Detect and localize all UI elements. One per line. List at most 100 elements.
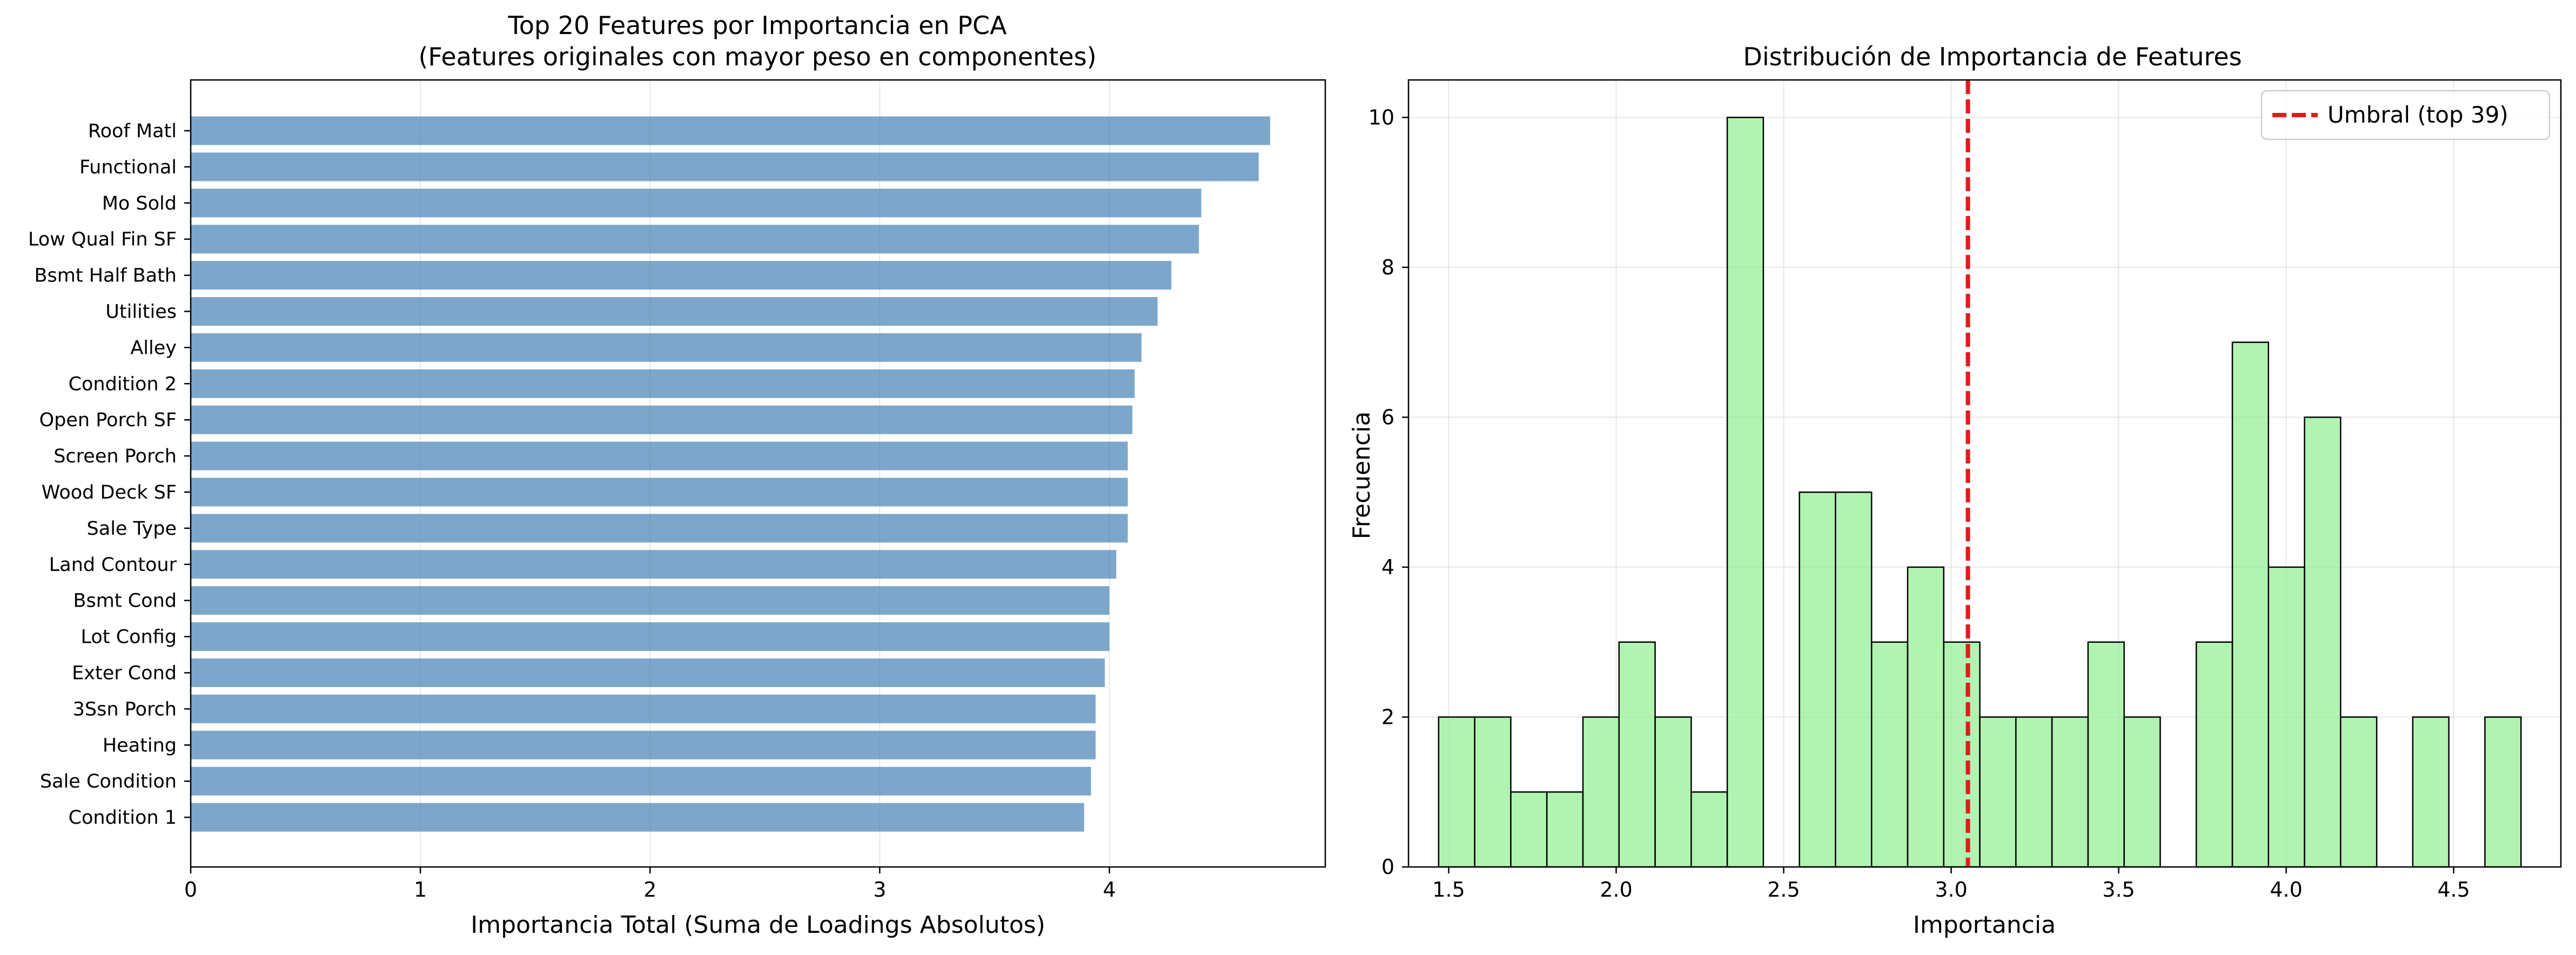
left-bar <box>191 225 1199 254</box>
right-chart: Distribución de Importancia de Features … <box>1348 42 2562 939</box>
left-bar <box>191 803 1084 832</box>
histogram-bar <box>1870 641 1909 868</box>
legend-box <box>2260 90 2551 140</box>
right-y-tick-label: 6 <box>1381 405 1394 429</box>
left-category-label: Functional <box>79 157 177 178</box>
histogram-bar <box>1799 491 1836 868</box>
histogram-bar <box>1654 716 1692 868</box>
right-x-axis-label: Importancia <box>1913 911 2056 939</box>
left-category-label: Bsmt Half Bath <box>35 265 177 287</box>
histogram-bar <box>1979 716 2017 868</box>
left-bars <box>191 116 1270 832</box>
left-x-axis-label: Importancia Total (Suma de Loadings Abso… <box>471 911 1045 939</box>
histogram-bar <box>1546 791 1584 868</box>
left-category-label: Screen Porch <box>53 446 177 467</box>
histogram-bar <box>2015 716 2053 868</box>
right-chart-title: Distribución de Importancia de Features <box>1743 42 2242 71</box>
left-bar <box>191 297 1158 326</box>
histogram-bar <box>1835 491 1873 868</box>
left-x-tick-label: 3 <box>873 878 886 902</box>
left-category-label: Alley <box>130 337 177 359</box>
right-y-tick-label: 2 <box>1381 705 1394 729</box>
histogram-bar <box>2087 641 2125 868</box>
right-histogram-bars <box>1438 117 2522 868</box>
left-bar <box>191 550 1117 579</box>
left-bar <box>191 261 1172 290</box>
left-bar <box>191 766 1091 796</box>
left-category-label: Wood Deck SF <box>42 482 177 503</box>
left-category-label: Bsmt Cond <box>73 590 177 612</box>
histogram-bar <box>1618 641 1656 868</box>
left-bar <box>191 152 1259 181</box>
left-bar <box>191 514 1128 543</box>
left-category-label: Sale Condition <box>40 771 177 792</box>
right-y-tick-label: 10 <box>1369 105 1394 129</box>
left-category-label: Lot Config <box>81 627 177 648</box>
right-y-tick-label: 4 <box>1381 555 1394 579</box>
right-axes-frame <box>1407 79 2562 868</box>
left-category-label: Condition 2 <box>69 373 177 395</box>
left-category-label: Land Contour <box>49 554 177 576</box>
histogram-bar <box>2304 416 2342 868</box>
histogram-bar <box>1438 716 1475 868</box>
left-bar <box>191 658 1105 687</box>
histogram-bar <box>2195 641 2233 868</box>
right-x-tick-label: 3.5 <box>2102 878 2135 902</box>
left-bar <box>191 405 1132 434</box>
left-category-label: Heating <box>103 735 177 756</box>
right-x-tick-label: 1.5 <box>1432 878 1465 902</box>
right-x-tick-label: 4.5 <box>2437 878 2470 902</box>
left-chart: Top 20 Features por Importancia en PCA (… <box>28 11 1326 939</box>
left-bar <box>191 116 1270 145</box>
right-y-ticks: 0 2 4 6 8 10 <box>1369 105 1408 879</box>
left-bar <box>191 694 1096 723</box>
left-bar <box>191 730 1096 759</box>
histogram-bar <box>2268 566 2305 868</box>
left-category-label: Open Porch SF <box>39 409 177 431</box>
legend: Umbral (top 39) <box>2260 90 2551 140</box>
histogram-bar <box>2412 716 2450 868</box>
histogram-bar <box>2123 716 2161 868</box>
right-x-tick-label: 3.0 <box>1935 878 1967 902</box>
histogram-bar <box>1582 716 1620 868</box>
legend-label: Umbral (top 39) <box>2327 102 2508 128</box>
left-y-ticks: Roof Matl Functional Mo Sold Low Qual Fin S… <box>28 120 191 829</box>
histogram-bar <box>2484 716 2522 868</box>
left-category-label: Exter Cond <box>72 663 177 684</box>
left-category-label: Low Qual Fin SF <box>28 229 177 251</box>
histogram-bar <box>1907 566 1944 868</box>
left-bar <box>191 586 1110 615</box>
right-y-tick-label: 8 <box>1381 255 1394 279</box>
right-y-tick-label: 0 <box>1381 855 1394 879</box>
right-x-tick-label: 2.5 <box>1767 878 1800 902</box>
left-bar <box>191 369 1135 398</box>
left-category-label: 3Ssn Porch <box>73 698 177 720</box>
histogram-bar <box>2051 716 2089 868</box>
histogram-bar <box>1726 117 1765 868</box>
left-chart-subtitle: (Features originales con mayor peso en c… <box>418 42 1096 71</box>
left-category-label: Mo Sold <box>102 193 177 214</box>
left-x-tick-label: 1 <box>414 878 427 902</box>
left-bar <box>191 333 1142 362</box>
left-bar <box>191 441 1128 470</box>
histogram-bar <box>1474 716 1512 868</box>
left-x-tick-label: 0 <box>184 878 197 902</box>
right-y-axis-label: Frecuencia <box>1348 412 1376 540</box>
right-x-tick-label: 2.0 <box>1600 878 1632 902</box>
histogram-bar <box>1510 791 1548 868</box>
right-x-tick-label: 4.0 <box>2270 878 2302 902</box>
histogram-bar <box>1691 791 1728 868</box>
histogram-bar <box>2340 716 2378 868</box>
left-axes-frame <box>190 79 1326 868</box>
left-x-ticks: 0 1 2 3 4 <box>184 867 1116 902</box>
left-x-tick-label: 2 <box>643 878 656 902</box>
left-category-label: Utilities <box>105 301 177 323</box>
left-x-tick-label: 4 <box>1103 878 1116 902</box>
left-category-label: Sale Type <box>87 518 177 540</box>
left-chart-title: Top 20 Features por Importancia en PCA <box>508 11 1008 40</box>
left-bar <box>191 478 1128 507</box>
histogram-bar <box>1943 641 1981 868</box>
left-category-label: Roof Matl <box>88 120 177 142</box>
left-bar <box>191 622 1110 651</box>
